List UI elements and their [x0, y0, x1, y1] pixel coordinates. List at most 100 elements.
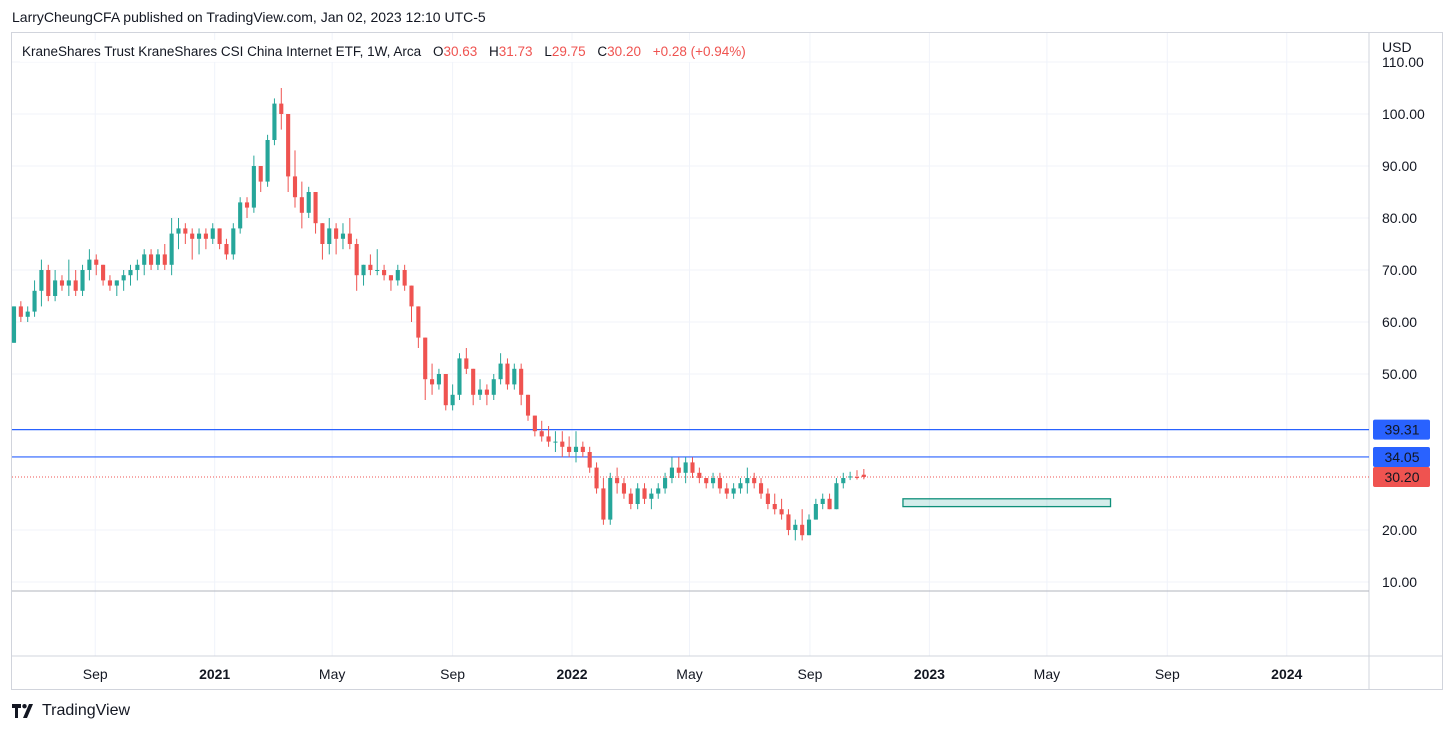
candle-body — [114, 280, 119, 286]
candle-body — [402, 270, 407, 286]
tradingview-brand[interactable]: TradingView — [12, 702, 130, 720]
candle-body — [656, 488, 661, 494]
legend-change: +0.28 (+0.94%) — [653, 44, 746, 59]
candle-body — [80, 270, 85, 291]
candle-body — [244, 202, 250, 208]
legend-open-value: 30.63 — [443, 44, 477, 59]
candle-body — [196, 233, 202, 239]
header-backdrop — [20, 40, 800, 62]
candle-body — [382, 270, 387, 276]
candle-body — [669, 467, 674, 478]
candle-body — [94, 259, 99, 265]
candle-body — [498, 363, 503, 380]
candle-body — [711, 478, 716, 484]
candle-body — [25, 311, 30, 317]
candle-body — [505, 363, 510, 385]
candle-body — [690, 462, 695, 473]
candle-body — [854, 476, 860, 478]
candle-body — [320, 223, 325, 244]
candle-body — [724, 488, 729, 494]
horizontal-levels — [12, 428, 1369, 478]
candle-body — [834, 483, 839, 510]
candle-body — [765, 493, 770, 504]
candle-body — [450, 394, 455, 406]
candle-body — [128, 270, 133, 276]
candle-body — [190, 233, 195, 239]
target-zone — [902, 498, 1112, 508]
candle-body — [827, 498, 832, 510]
candle-body — [416, 306, 421, 338]
candle-body — [608, 478, 613, 520]
candle-body — [841, 478, 846, 484]
candle-body — [430, 379, 435, 385]
x-tick-label: Sep — [797, 666, 822, 682]
candle-body — [649, 493, 654, 499]
candle-body — [354, 244, 359, 276]
candle-body — [704, 478, 709, 484]
candle-body — [162, 254, 167, 265]
currency-backdrop — [1374, 36, 1434, 56]
candle-body — [642, 488, 647, 499]
legend-low-value: 29.75 — [552, 44, 586, 59]
candle-body — [334, 228, 339, 239]
candle-body — [813, 504, 818, 520]
candles — [11, 88, 866, 541]
candle-body — [697, 472, 702, 478]
candle-body — [39, 270, 44, 291]
candle-body — [793, 524, 798, 530]
y-tick-label: 10.00 — [1382, 574, 1417, 590]
candle-body — [231, 228, 236, 255]
candle-body — [491, 379, 496, 395]
candle-body — [477, 389, 483, 395]
candle-body — [409, 285, 414, 307]
chart-grid — [12, 33, 1369, 656]
level-badge-bg — [1373, 446, 1430, 467]
legend-open-label: O — [433, 44, 444, 59]
candle-body — [745, 478, 750, 484]
legend-symbol: KraneShares Trust KraneShares CSI China … — [22, 44, 422, 59]
legend-header: KraneShares Trust KraneShares CSI China … — [22, 44, 746, 59]
published-caption: LarryCheungCFA published on TradingView.… — [12, 9, 486, 25]
candle-body — [861, 474, 866, 477]
candle-body — [101, 264, 106, 281]
candle-body — [525, 394, 531, 416]
candle-body — [361, 264, 366, 276]
candle-body — [203, 233, 208, 239]
candle-body — [238, 202, 243, 229]
candle-body — [484, 389, 489, 395]
candle-body — [210, 228, 215, 239]
legend-high-label: H — [489, 44, 499, 59]
candle-body — [217, 228, 222, 244]
candle-body — [169, 233, 174, 265]
candle-body — [758, 483, 764, 494]
candle-body — [53, 280, 58, 296]
currency-label: USD — [1382, 39, 1412, 55]
candle-body — [183, 228, 188, 234]
candle-body — [306, 192, 311, 213]
legend-high-value: 31.73 — [499, 44, 533, 59]
candle-body — [375, 270, 380, 271]
candle-body — [286, 114, 291, 177]
candle-body — [546, 436, 551, 442]
x-tick-label: May — [1034, 666, 1060, 682]
candle-body — [121, 275, 126, 281]
candle-body — [635, 488, 640, 504]
x-tick-label: Sep — [440, 666, 465, 682]
candle-body — [786, 514, 791, 530]
candle-body — [87, 259, 92, 270]
target-zone-rect — [902, 498, 1112, 508]
candle-body — [251, 166, 256, 208]
candle-body — [752, 478, 757, 484]
x-tick-label: May — [319, 666, 345, 682]
candle-body — [772, 504, 777, 510]
candle-body — [512, 368, 517, 385]
x-tick-label: 2024 — [1271, 666, 1302, 682]
level-badge: 34.05 — [1384, 449, 1419, 465]
brand-name: TradingView — [42, 702, 131, 719]
candle-body — [580, 446, 585, 452]
level-badge-bg — [1373, 419, 1430, 440]
candle-body — [11, 306, 17, 343]
candle-body — [573, 446, 579, 452]
time-axis: Sep 2021 May Sep 2022 May Sep 2023 May Sep 2024 — [83, 666, 1303, 682]
